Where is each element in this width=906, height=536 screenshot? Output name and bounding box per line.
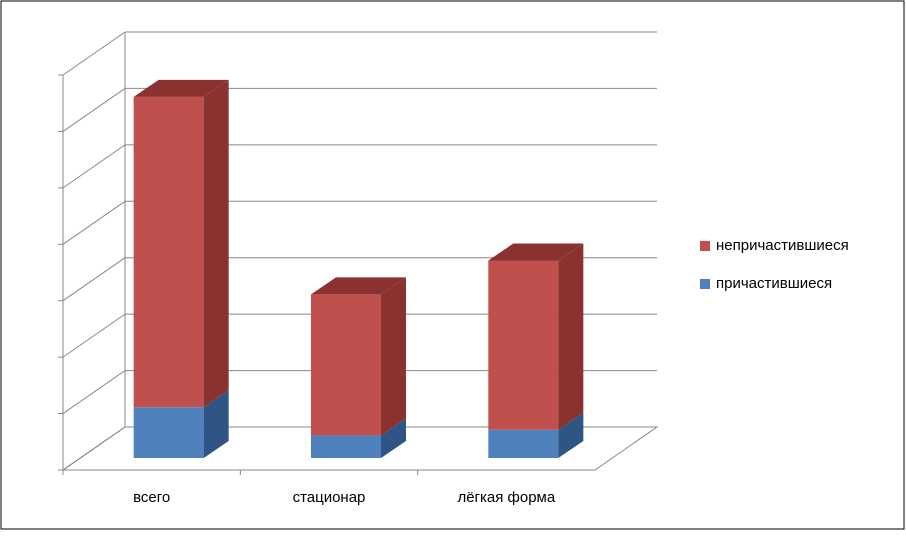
bar (133, 96, 204, 408)
x-tick-label: всего (133, 489, 170, 506)
grid-line (62, 313, 126, 358)
bar-side (203, 79, 229, 408)
bar (488, 429, 559, 458)
x-tick-label: лёгкая форма (457, 489, 555, 506)
bar-side (381, 277, 406, 436)
grid-line (62, 257, 126, 302)
bar (488, 260, 559, 430)
grid-line (62, 144, 126, 189)
bar-side (558, 412, 584, 458)
legend-swatch (700, 279, 710, 289)
legend-swatch (700, 241, 710, 251)
bar-side (203, 390, 229, 458)
grid-line (62, 200, 126, 245)
legend-label: непричастившиеся (716, 237, 849, 254)
bar (311, 294, 381, 436)
x-tick-label: стационар (293, 489, 366, 506)
bar-top (488, 243, 584, 261)
bar (133, 407, 204, 458)
grid-line (62, 88, 126, 132)
grid-line (62, 31, 126, 76)
bar (311, 435, 381, 458)
bar-top (311, 277, 406, 295)
bar-top (133, 79, 229, 97)
bar-side (558, 243, 584, 430)
bar-side (381, 418, 406, 458)
grid-line (62, 370, 126, 414)
legend-label: причастившиеся (716, 275, 832, 292)
grid-line (62, 426, 126, 471)
